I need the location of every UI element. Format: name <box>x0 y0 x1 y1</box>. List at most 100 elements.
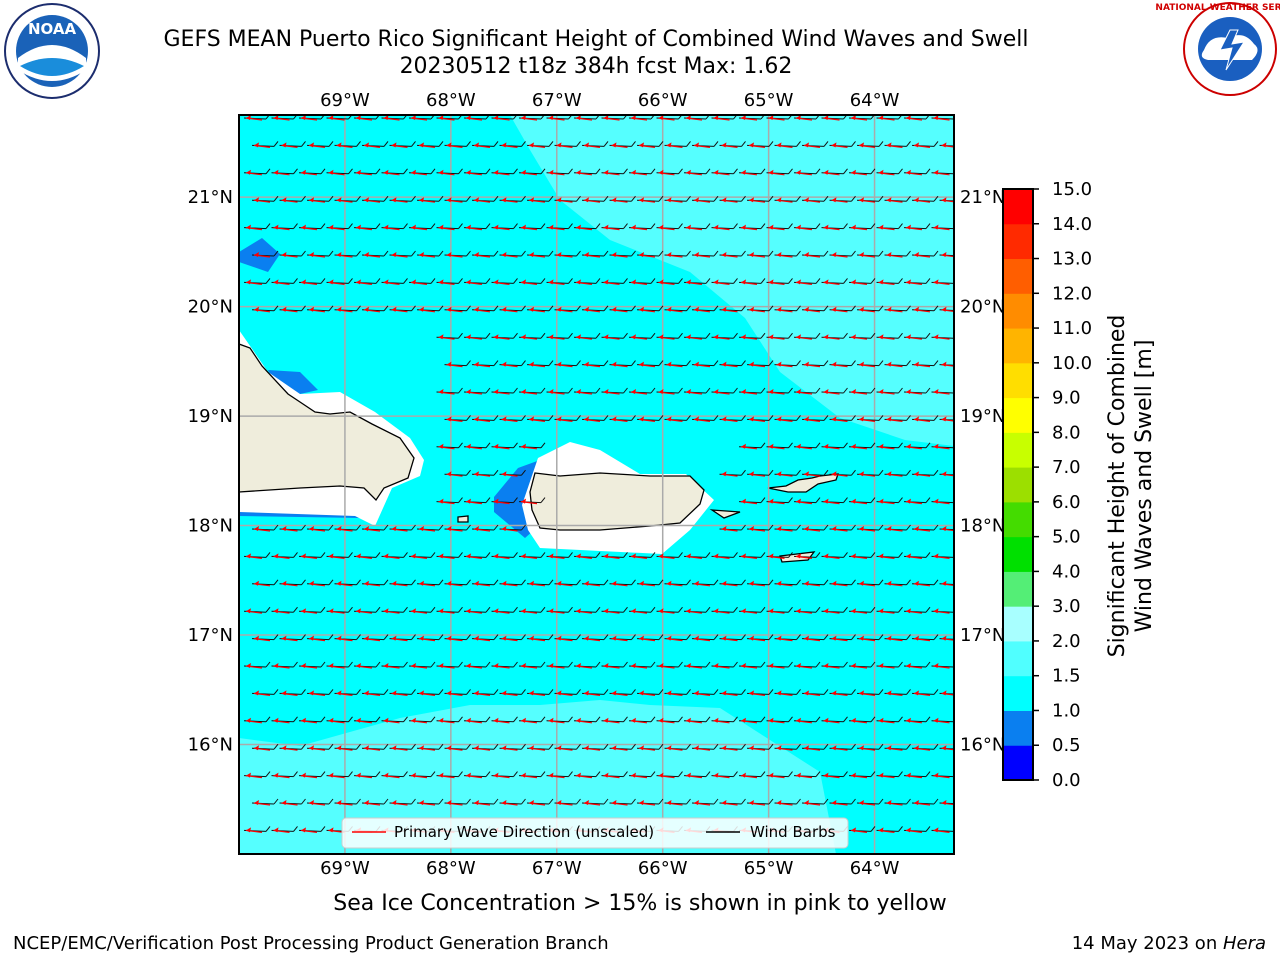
lat-label-left: 17°N <box>188 625 233 646</box>
wave-arrow <box>306 743 334 751</box>
wave-arrow <box>298 278 326 285</box>
wave-arrow <box>546 771 573 779</box>
wave-arrow <box>719 469 746 477</box>
wave-arrow <box>856 524 884 532</box>
wave-arrow <box>821 223 848 231</box>
wave-arrow <box>416 524 444 532</box>
wave-arrow <box>518 223 546 231</box>
wave-arrow <box>711 387 738 395</box>
wave-arrow <box>609 250 636 258</box>
lon-label-bottom: 65°W <box>744 858 794 879</box>
vieques-land <box>709 509 741 519</box>
wave-arrow <box>766 716 793 724</box>
wave-arrow <box>931 498 954 505</box>
wave-arrow <box>738 497 766 505</box>
wave-arrow <box>884 634 911 642</box>
wave-arrow <box>609 798 636 806</box>
wave-arrow <box>518 168 546 176</box>
wave-arrow <box>801 360 829 368</box>
colorbar-tick-label: 0.0 <box>1052 770 1081 791</box>
wave-arrow <box>876 442 903 450</box>
wave-arrow <box>746 798 774 806</box>
colorbar-tick-label: 0.5 <box>1052 735 1081 756</box>
wave-arrow <box>793 606 821 614</box>
colorbar-tick-label: 1.5 <box>1052 666 1081 687</box>
wave-arrow <box>766 771 793 779</box>
wave-arrow <box>353 168 381 176</box>
wave-arrow <box>876 168 903 176</box>
lon-label-bottom: 64°W <box>850 858 900 879</box>
wave-arrow <box>664 141 691 148</box>
wave-arrow <box>463 716 491 724</box>
wave-arrow <box>546 716 573 724</box>
wave-arrow <box>766 115 793 121</box>
nws-ring-text: NATIONAL WEATHER SERVICE <box>1155 3 1280 13</box>
wave-arrow <box>876 552 903 559</box>
wave-arrow <box>738 606 766 614</box>
wave-arrow <box>353 716 381 724</box>
wave-arrow <box>939 416 954 422</box>
wave-arrow <box>801 195 829 203</box>
wave-arrow <box>931 772 954 779</box>
wave-arrow <box>573 661 601 669</box>
wave-arrow <box>793 387 821 395</box>
wave-arrow <box>436 497 463 505</box>
wave-arrow <box>334 579 361 587</box>
wave-arrow <box>251 689 279 696</box>
wave-arrow <box>573 606 601 614</box>
wave-arrow <box>911 689 939 696</box>
wave-arrow <box>573 771 601 779</box>
wave-arrow <box>416 689 444 696</box>
colorbar-segment <box>1003 467 1033 503</box>
wave-arrow <box>829 360 856 368</box>
wave-arrow <box>306 524 334 532</box>
wave-arrow <box>361 250 389 258</box>
wave-arrow <box>444 141 471 148</box>
wave-arrow <box>856 469 884 477</box>
wave-arrow <box>471 305 499 313</box>
wave-arrow <box>931 169 954 176</box>
wave-arrow <box>766 497 793 505</box>
title-line-2: 20230512 t18z 384h fcst Max: 1.62 <box>399 54 793 79</box>
hispaniola-land <box>239 343 415 502</box>
wave-arrow <box>903 387 931 395</box>
wave-arrow <box>664 250 691 258</box>
wave-arrow <box>416 798 444 806</box>
wave-arrow <box>691 798 719 806</box>
wave-arrow <box>636 689 664 696</box>
wave-arrow <box>243 278 271 285</box>
wave-arrow <box>664 743 691 751</box>
wave-arrow <box>801 743 829 751</box>
wave-arrow <box>636 250 664 258</box>
wave-arrow <box>856 798 884 806</box>
wave-arrow <box>326 115 353 121</box>
wave-arrow <box>271 771 298 779</box>
colorbar-tick-label: 8.0 <box>1052 422 1081 443</box>
wave-arrow <box>746 360 774 368</box>
wave-arrow <box>463 332 491 340</box>
wave-arrow <box>931 608 954 614</box>
wave-arrow <box>243 826 271 833</box>
wave-arrow <box>491 223 518 231</box>
colorbar-segment <box>1003 606 1033 642</box>
wave-arrow <box>581 360 609 368</box>
wave-arrow <box>416 743 444 751</box>
wave-arrow <box>939 800 954 806</box>
wave-arrow <box>793 661 821 669</box>
wave-arrow <box>884 360 911 368</box>
wave-arrow <box>793 278 821 285</box>
wave-arrow <box>939 252 954 258</box>
wave-arrow <box>656 771 683 779</box>
wave-arrow <box>389 798 416 806</box>
wave-arrow <box>656 387 683 395</box>
wave-arrow <box>306 250 334 258</box>
wave-arrow <box>766 332 793 340</box>
wave-arrow <box>554 305 581 313</box>
wave-arrow <box>408 223 436 231</box>
wave-arrow <box>738 168 766 176</box>
wave-arrow <box>829 743 856 751</box>
wave-arrow <box>903 497 931 505</box>
wave-arrow <box>251 305 279 313</box>
wave-arrow <box>801 305 829 313</box>
